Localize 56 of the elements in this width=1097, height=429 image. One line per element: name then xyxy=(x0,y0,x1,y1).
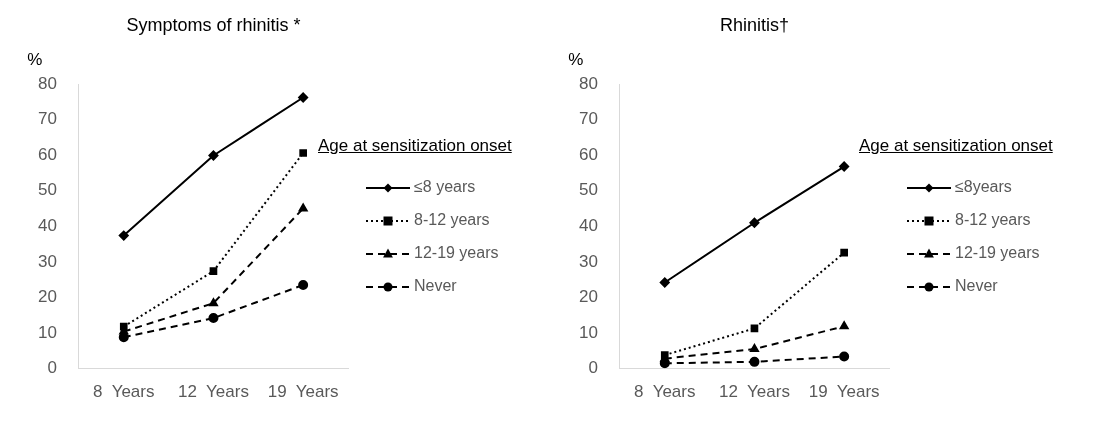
y-tick-label: 70 xyxy=(37,109,57,129)
x-tick-label: 19 Years xyxy=(267,382,339,402)
point xyxy=(659,277,670,288)
point xyxy=(299,149,307,157)
point xyxy=(208,150,219,161)
legend-label: 12-19 years xyxy=(955,244,1040,262)
y-tick-label: 40 xyxy=(37,215,57,235)
legend-title: Age at sensitization onset xyxy=(859,135,1053,157)
point xyxy=(118,230,129,241)
point xyxy=(839,161,850,172)
legend-label: Never xyxy=(414,277,458,295)
x-tick-label: 12 Years xyxy=(178,382,249,402)
y-axis-title: % xyxy=(27,49,43,69)
legend-label: 12-19 years xyxy=(414,244,499,262)
point xyxy=(840,248,848,257)
point xyxy=(298,203,308,212)
chart-title: Rhinitis† xyxy=(719,14,789,35)
y-axis-title: % xyxy=(568,49,584,69)
legend-label: Never xyxy=(955,277,999,295)
legend-label: 8-12 years xyxy=(955,211,1031,229)
point xyxy=(839,321,849,330)
y-tick-label: 10 xyxy=(37,322,57,342)
x-tick-label: 8 Years xyxy=(93,382,155,402)
legend-label: ≤8 years xyxy=(414,178,476,196)
y-tick-label: 20 xyxy=(37,287,57,307)
point xyxy=(749,344,759,353)
point xyxy=(298,280,309,290)
y-tick-label: 60 xyxy=(37,144,57,164)
point xyxy=(208,298,218,307)
point xyxy=(749,356,760,367)
y-tick-label: 80 xyxy=(578,73,598,93)
y-tick-label: 40 xyxy=(578,215,598,235)
point xyxy=(119,322,128,331)
x-tick-label: 12 Years xyxy=(719,382,790,402)
x-tick-label: 19 Years xyxy=(808,382,880,402)
legend-label: ≤8years xyxy=(955,178,1012,196)
y-tick-label: 50 xyxy=(578,180,598,200)
y-tick-label: 80 xyxy=(37,73,57,93)
y-tick-label: 30 xyxy=(578,251,598,271)
y-tick-label: 10 xyxy=(578,322,598,342)
chart-title: Symptoms of rhinitis * xyxy=(126,14,301,35)
y-tick-label: 70 xyxy=(578,109,598,129)
y-tick-label: 0 xyxy=(47,358,57,378)
point xyxy=(209,267,218,275)
x-tick-label: 8 Years xyxy=(634,382,696,402)
point xyxy=(208,313,219,324)
y-tick-label: 50 xyxy=(37,180,57,200)
legend-label: 8-12 years xyxy=(414,211,490,229)
point xyxy=(298,92,309,103)
legend-title: Age at sensitization onset xyxy=(318,135,512,157)
y-tick-label: 20 xyxy=(578,287,598,307)
y-tick-label: 60 xyxy=(578,144,598,164)
point xyxy=(749,217,760,228)
y-tick-label: 0 xyxy=(588,358,598,378)
point xyxy=(839,351,850,362)
y-tick-label: 30 xyxy=(37,251,57,271)
